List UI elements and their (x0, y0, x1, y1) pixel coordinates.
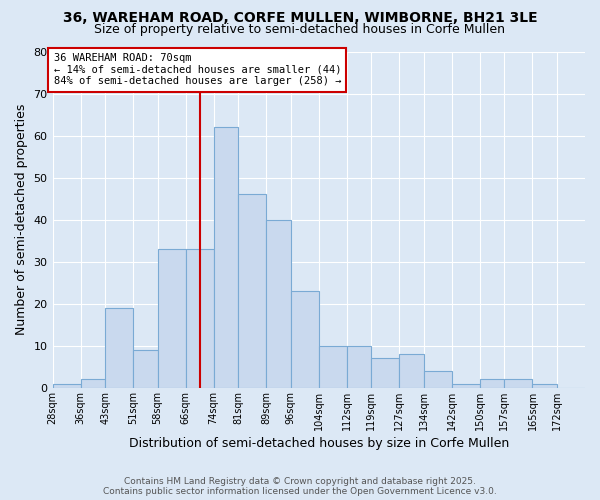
Bar (133, 350, 158, 388)
Bar (319, 346, 347, 388)
X-axis label: Distribution of semi-detached houses by size in Corfe Mullen: Distribution of semi-detached houses by … (128, 437, 509, 450)
Bar (505, 380, 532, 388)
Bar (80, 380, 105, 388)
Bar (400, 354, 424, 388)
Text: 36 WAREHAM ROAD: 70sqm
← 14% of semi-detached houses are smaller (44)
84% of sem: 36 WAREHAM ROAD: 70sqm ← 14% of semi-det… (53, 53, 341, 86)
Bar (532, 384, 557, 388)
Bar (266, 220, 291, 388)
Text: Contains HM Land Registry data © Crown copyright and database right 2025.
Contai: Contains HM Land Registry data © Crown c… (103, 476, 497, 496)
Y-axis label: Number of semi-detached properties: Number of semi-detached properties (15, 104, 28, 336)
Bar (480, 380, 505, 388)
Bar (291, 291, 319, 388)
Bar (105, 308, 133, 388)
Bar (452, 384, 480, 388)
Bar (238, 194, 266, 388)
Text: Size of property relative to semi-detached houses in Corfe Mullen: Size of property relative to semi-detach… (95, 22, 505, 36)
Bar (53, 384, 80, 388)
Bar (185, 249, 214, 388)
Bar (424, 371, 452, 388)
Bar (214, 127, 238, 388)
Bar (347, 346, 371, 388)
Text: 36, WAREHAM ROAD, CORFE MULLEN, WIMBORNE, BH21 3LE: 36, WAREHAM ROAD, CORFE MULLEN, WIMBORNE… (62, 11, 538, 25)
Bar (371, 358, 400, 388)
Bar (158, 249, 185, 388)
